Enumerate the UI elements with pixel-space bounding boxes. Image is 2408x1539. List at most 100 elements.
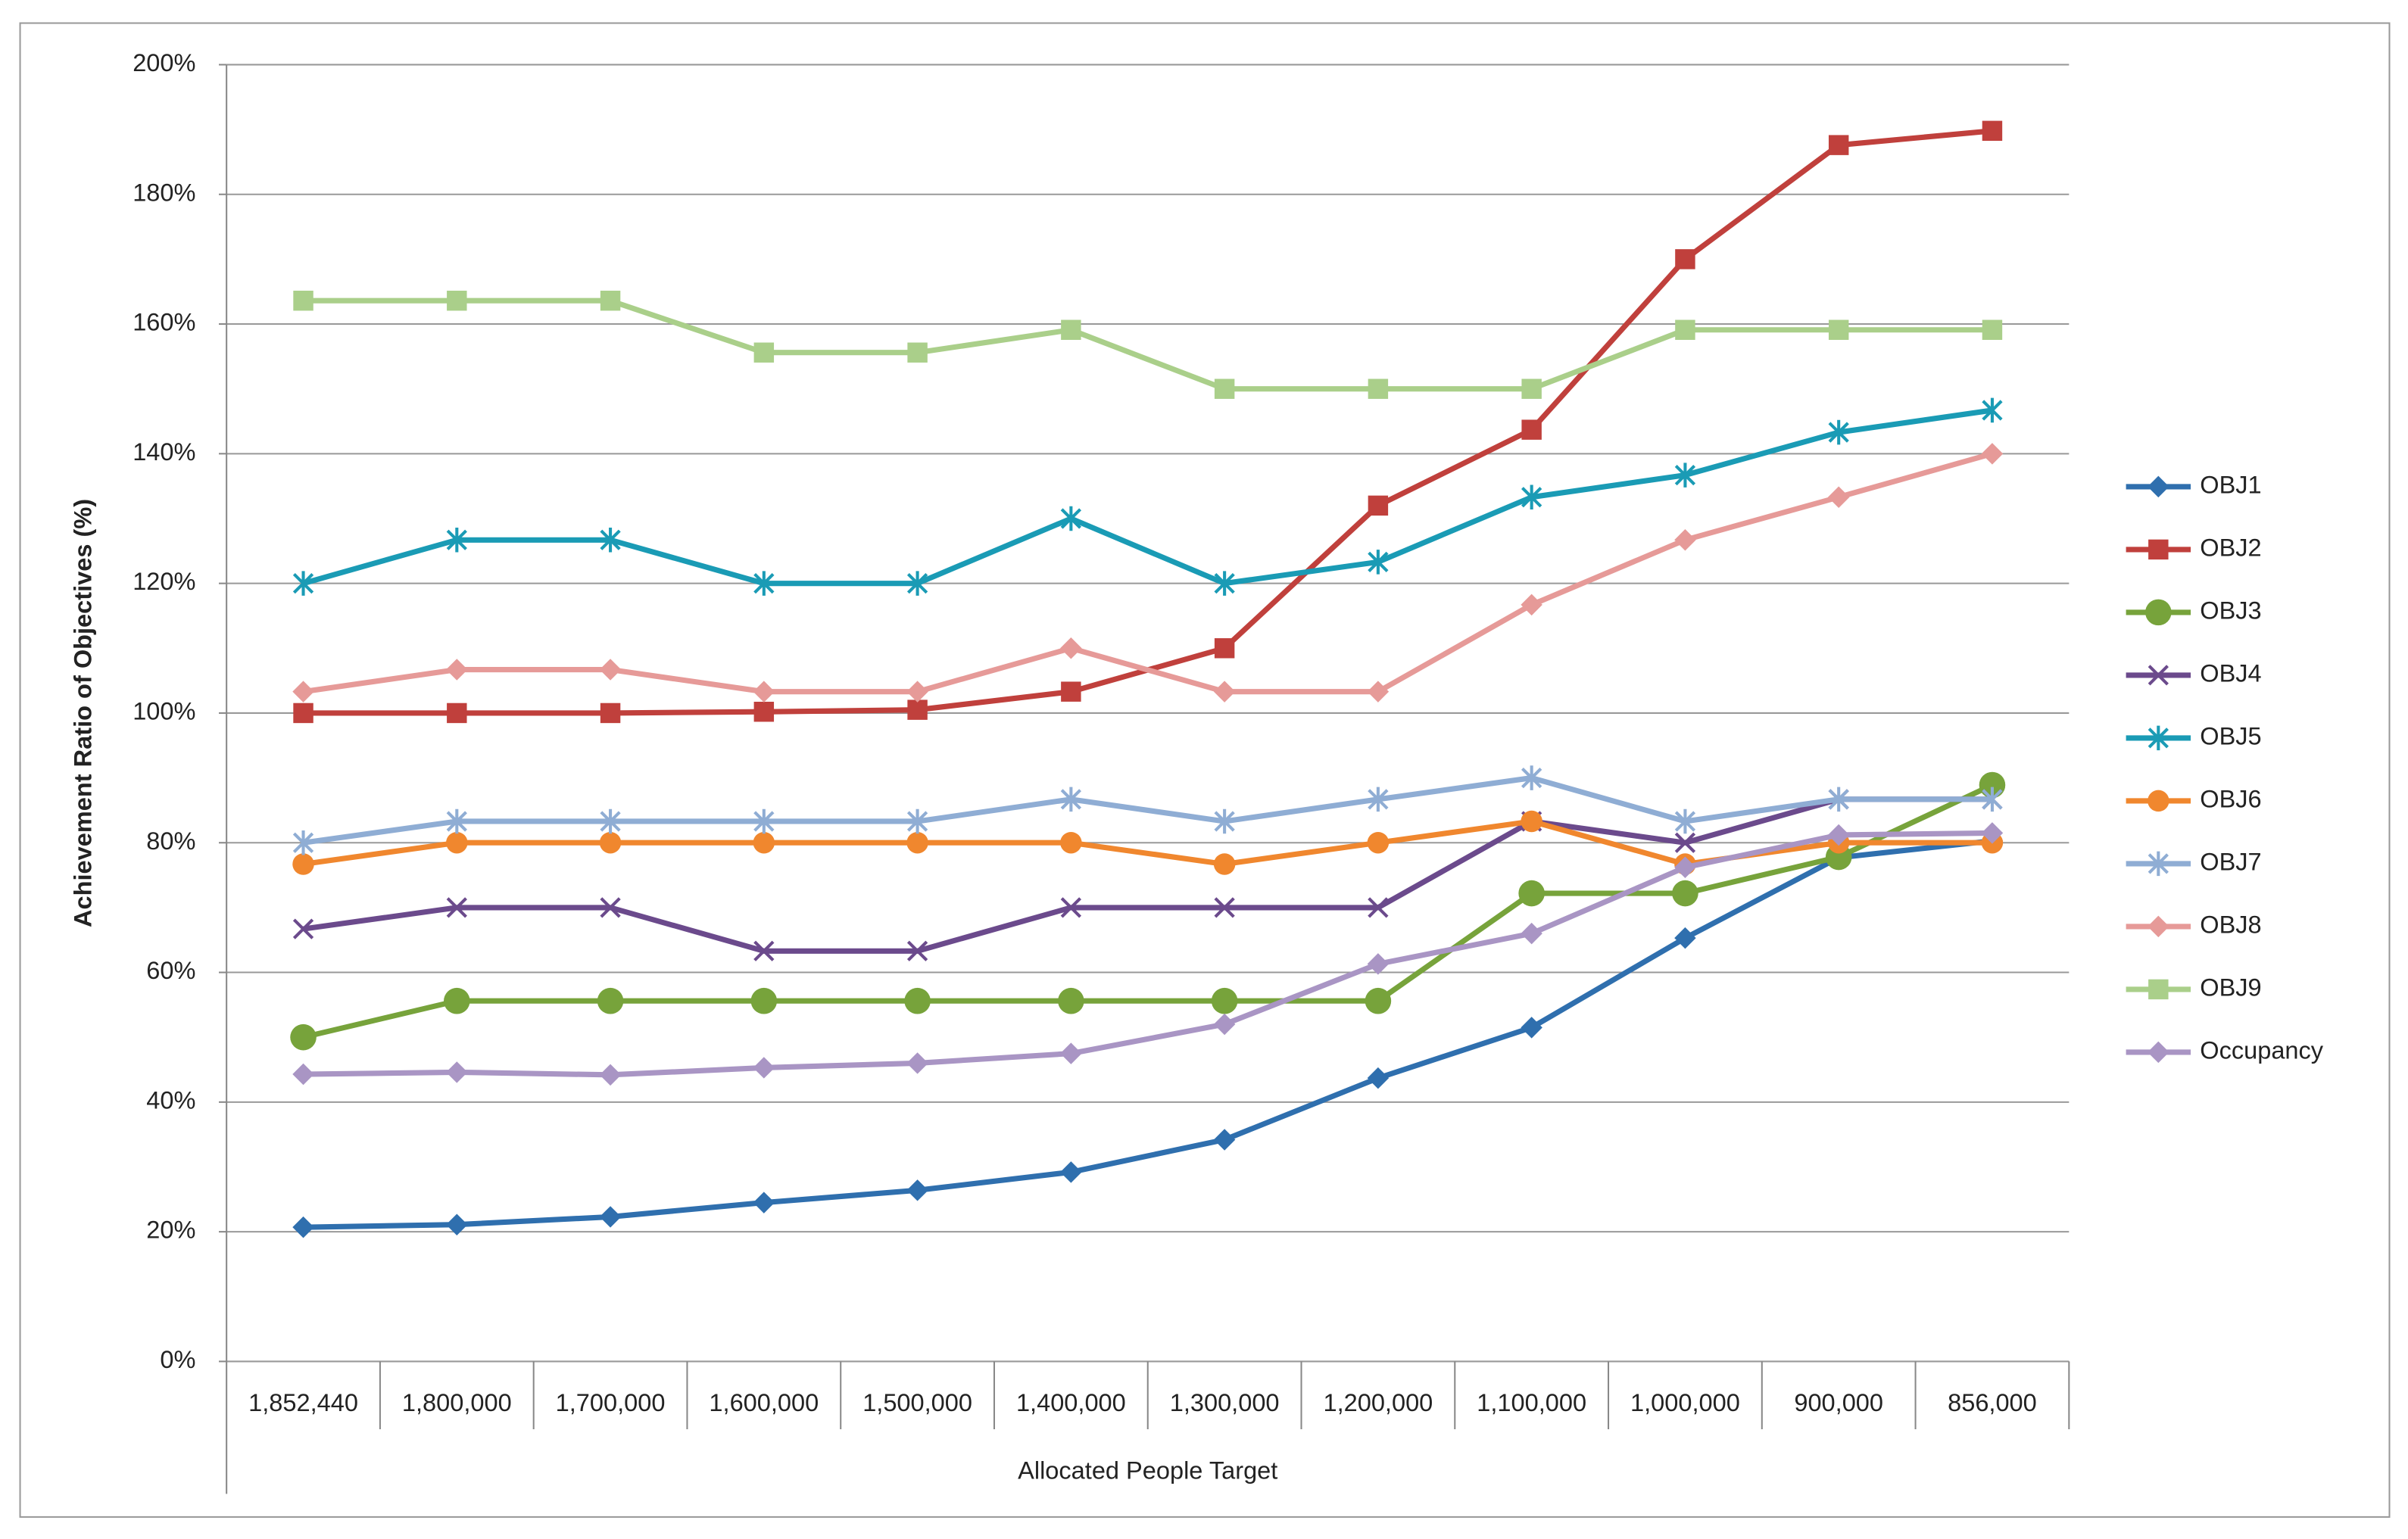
- x-tick-label: 1,300,000: [1170, 1389, 1280, 1416]
- marker: [1213, 1129, 1236, 1151]
- marker: [1521, 1017, 1542, 1039]
- marker: [1213, 853, 1236, 875]
- marker: [1982, 787, 2003, 812]
- legend-label: OBJ8: [2200, 911, 2261, 939]
- series-line: [302, 782, 1994, 1040]
- marker: [1060, 506, 1082, 531]
- y-tick-label: 180%: [133, 179, 195, 206]
- marker: [1521, 379, 1542, 399]
- marker: [1060, 1042, 1082, 1064]
- marker: [600, 703, 621, 724]
- legend-label: OBJ4: [2200, 659, 2261, 687]
- series-line: [303, 796, 1992, 954]
- marker: [750, 987, 778, 1014]
- marker: [906, 831, 928, 854]
- marker: [1828, 787, 1849, 812]
- series-line: [302, 407, 1993, 587]
- marker: [1060, 831, 1082, 854]
- marker: [904, 987, 931, 1014]
- marker: [906, 571, 928, 596]
- marker: [600, 290, 621, 311]
- series-line: [303, 830, 1992, 1078]
- marker: [1213, 1013, 1236, 1036]
- legend-label: OBJ3: [2200, 597, 2261, 624]
- legend-label: OBJ5: [2200, 722, 2261, 749]
- x-tick-label: 1,100,000: [1477, 1389, 1586, 1416]
- legend-label: OBJ7: [2200, 848, 2261, 875]
- legend-label: OBJ1: [2200, 471, 2261, 498]
- series-line: [303, 298, 1992, 392]
- y-tick-label: 40%: [146, 1086, 195, 1114]
- marker: [1521, 484, 1542, 510]
- marker: [1211, 987, 1238, 1014]
- marker: [1214, 897, 1235, 918]
- series: [292, 397, 2003, 596]
- marker: [753, 1192, 775, 1213]
- series: [292, 822, 2004, 1086]
- y-axis-title: Achievement Ratio of Objectives (%): [70, 499, 97, 927]
- legend-label: OBJ6: [2200, 785, 2261, 812]
- marker: [1060, 1161, 1082, 1183]
- marker: [2148, 725, 2169, 751]
- marker: [2148, 665, 2169, 686]
- marker: [600, 527, 621, 553]
- marker: [906, 1179, 928, 1201]
- marker: [1367, 681, 1390, 703]
- marker: [1672, 880, 1698, 907]
- marker: [293, 703, 313, 724]
- marker: [597, 987, 624, 1014]
- marker: [599, 1064, 622, 1086]
- x-tick-label: 1,852,440: [248, 1389, 358, 1416]
- y-tick-label: 160%: [133, 309, 195, 336]
- marker: [446, 1213, 468, 1235]
- marker: [1214, 808, 1235, 834]
- marker: [1675, 319, 1695, 340]
- x-tick-label: 1,500,000: [862, 1389, 972, 1416]
- marker: [1060, 637, 1082, 659]
- marker: [906, 681, 928, 703]
- marker: [1982, 319, 2003, 340]
- marker: [292, 1063, 314, 1086]
- marker: [753, 808, 775, 834]
- marker: [292, 830, 314, 855]
- y-tick-label: 100%: [133, 698, 195, 725]
- marker: [1368, 495, 1389, 516]
- marker: [292, 918, 314, 939]
- marker: [1518, 880, 1545, 907]
- marker: [1368, 897, 1389, 918]
- marker: [2148, 851, 2169, 877]
- marker: [1214, 571, 1235, 596]
- marker: [600, 808, 621, 834]
- marker: [1367, 953, 1390, 975]
- y-tick-label: 60%: [146, 957, 195, 984]
- marker: [446, 897, 467, 918]
- marker: [1521, 765, 1542, 790]
- marker: [1214, 638, 1235, 659]
- marker: [1061, 319, 1081, 340]
- marker: [1367, 831, 1390, 854]
- marker: [907, 342, 928, 363]
- marker: [446, 831, 468, 854]
- series: [292, 443, 2004, 703]
- x-tick-label: 1,600,000: [709, 1389, 819, 1416]
- marker: [1521, 419, 1542, 440]
- x-tick-label: 900,000: [1794, 1389, 1883, 1416]
- marker: [1060, 787, 1082, 812]
- marker: [1828, 419, 1849, 445]
- marker: [1367, 1067, 1390, 1089]
- marker: [1982, 120, 2003, 142]
- marker: [2148, 790, 2169, 812]
- series-line: [303, 450, 1993, 695]
- legend-label: Occupancy: [2200, 1037, 2324, 1064]
- marker: [907, 699, 928, 720]
- legend-label: OBJ2: [2200, 534, 2261, 561]
- marker: [753, 342, 775, 363]
- chart-border: [19, 22, 2391, 1518]
- marker: [1060, 897, 1082, 918]
- y-tick-label: 140%: [133, 438, 195, 466]
- x-tick-label: 1,000,000: [1630, 1389, 1740, 1416]
- marker: [292, 853, 314, 875]
- marker: [290, 1023, 317, 1051]
- marker: [1674, 832, 1696, 853]
